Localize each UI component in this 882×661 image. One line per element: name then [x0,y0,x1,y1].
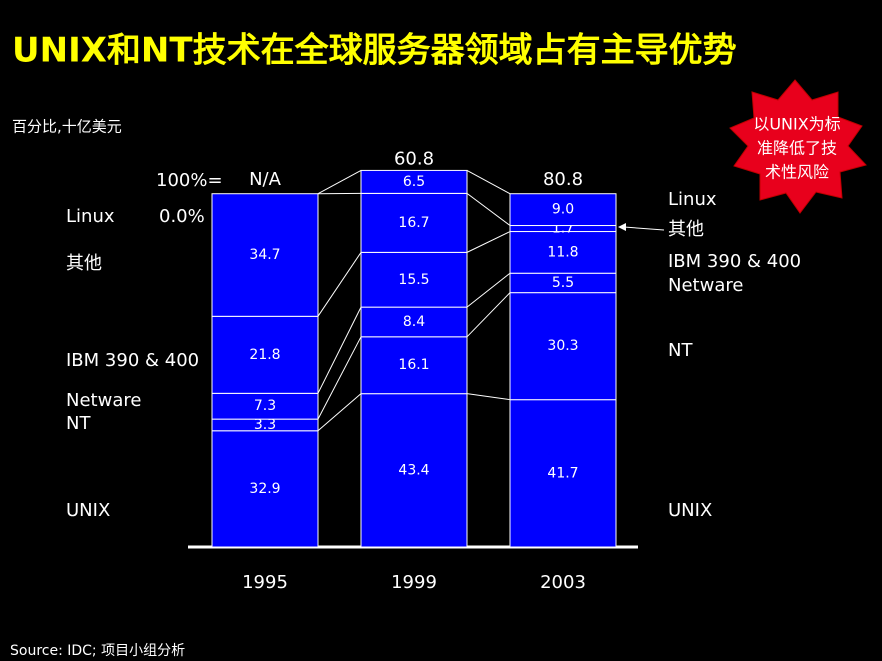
bar-segment [360,169,468,194]
data-label: 21.8 [249,347,280,363]
data-label: 8.4 [403,314,425,330]
data-label: 41.7 [547,465,578,481]
arrow-head [618,223,626,231]
connector [466,231,511,253]
legend-right: NT [668,340,693,361]
x-tick-label: 1999 [391,572,437,593]
bar-segment [360,393,468,548]
data-label: 32.9 [249,481,280,497]
legend-left: NT [66,413,91,434]
legend-left: Netware [66,390,141,411]
callout-text: 以UNIX为标 [753,115,840,134]
data-label: 6.5 [403,174,425,190]
bar-segment [360,336,468,395]
legend-left: UNIX [66,500,110,521]
legend-right: UNIX [668,500,712,521]
bar-segment [211,193,319,317]
connector [466,292,511,338]
source: Source: IDC; 项目小组分析 [10,643,185,659]
data-label: 43.4 [398,462,429,478]
connector [317,306,362,394]
bar-segment [509,231,617,274]
chart-title: UNIX和NT技术在全球服务器领域占有主导优势 [12,31,737,71]
arrow [623,226,665,231]
bar-segment [509,292,617,401]
bar-segment [360,192,468,253]
data-label: 5.5 [552,275,574,291]
connector [317,252,362,317]
legend-right: IBM 390 & 400 [668,251,801,272]
connector [466,192,511,226]
connector [317,336,362,420]
data-label: 11.8 [547,244,578,260]
callout-text: 准降低了技 [757,139,837,158]
data-label: 30.3 [547,338,578,354]
legend-right: 其他 [668,219,704,240]
total: 60.8 [394,148,434,169]
data-label: 34.7 [249,247,280,263]
data-label: 16.7 [398,215,429,231]
subtitle: 百分比,十亿美元 [12,118,122,136]
bar-segment [509,193,617,227]
bar-segment [360,306,468,338]
bar-segment [211,430,319,548]
data-label: 7.3 [254,398,276,414]
callout-text: 术性风险 [765,163,829,182]
x-tick-label: 2003 [540,572,586,593]
legend-right: Linux [668,189,717,210]
connector [317,169,362,195]
data-label: 9.0 [552,202,574,218]
legend-right: Netware [668,275,743,296]
x-tick-label: 1995 [242,572,288,593]
bar-segment [211,315,319,394]
data-label: 3.3 [254,417,276,433]
connector [466,272,511,308]
legend-left: Linux [66,206,115,227]
legend-left: IBM 390 & 400 [66,350,199,371]
data-label: 0.0% [159,206,205,227]
legend-left: 其他 [66,253,102,274]
connector [466,393,511,401]
data-label: 16.1 [398,357,429,373]
total: 80.8 [543,169,583,190]
connector [317,393,362,432]
bar-segment [360,251,468,308]
total-label: 100%= [156,170,223,191]
callout-badge [729,79,867,214]
data-label: 15.5 [398,272,429,288]
total: N/A [249,169,282,190]
bar-segment [509,399,617,548]
connector [466,169,511,195]
bar-segment [211,392,319,420]
